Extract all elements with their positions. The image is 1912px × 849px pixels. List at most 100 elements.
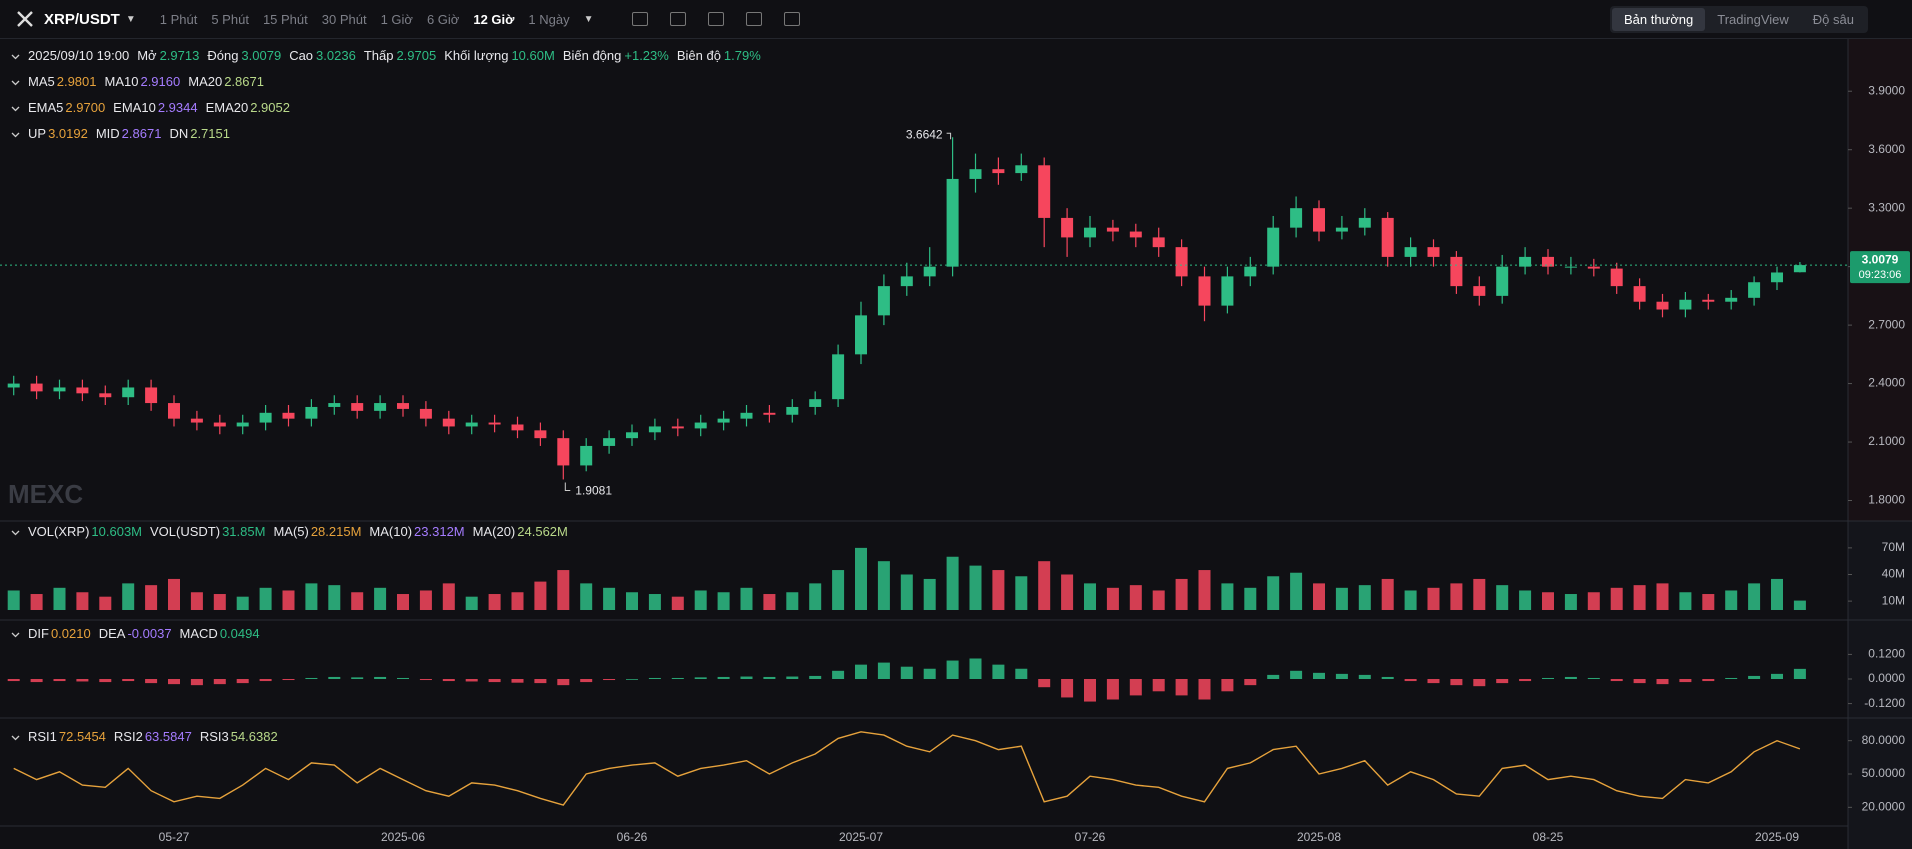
legend-row: VOL(XRP) 10.603M VOL(USDT) 31.85M MA(5) 28.21… bbox=[28, 524, 568, 539]
legend-label: DIF bbox=[28, 626, 49, 641]
legend-value: 0.0494 bbox=[220, 626, 260, 641]
macd-bar bbox=[671, 677, 684, 679]
volume-bar bbox=[122, 583, 135, 610]
macd-bar bbox=[7, 679, 20, 682]
legend-value: 23.312M bbox=[414, 524, 465, 539]
legend-label: Biên độ bbox=[677, 48, 721, 63]
macd-bar bbox=[580, 679, 593, 683]
volume-bar bbox=[1679, 592, 1692, 610]
legend-label: RSI3 bbox=[200, 729, 229, 744]
tool-icon[interactable] bbox=[631, 12, 648, 26]
view-tab[interactable]: TradingView bbox=[1717, 11, 1789, 27]
tool-icon[interactable] bbox=[669, 12, 686, 26]
macd-bar bbox=[511, 679, 524, 683]
candle-body bbox=[1450, 256, 1463, 287]
candle-body bbox=[1656, 301, 1669, 310]
volume-bar bbox=[1175, 578, 1188, 610]
volume-bar bbox=[1633, 585, 1646, 610]
candle-body bbox=[1679, 299, 1692, 310]
volume-bar bbox=[1748, 583, 1761, 610]
y-tick-label: 10M bbox=[1882, 593, 1905, 607]
volume-bar bbox=[1725, 590, 1738, 610]
volume-bar bbox=[1542, 592, 1554, 610]
interval[interactable]: 15 Phút bbox=[262, 11, 308, 27]
tool-icons bbox=[631, 12, 800, 26]
candle-body bbox=[1038, 165, 1051, 218]
candle-body bbox=[99, 393, 112, 398]
volume-bar bbox=[351, 592, 364, 610]
volume-bar bbox=[992, 570, 1005, 610]
high-pointer bbox=[946, 132, 952, 140]
legend-value: 2.9713 bbox=[160, 48, 200, 63]
candle-body bbox=[1129, 231, 1142, 238]
x-tick-label: 2025-06 bbox=[381, 830, 425, 844]
candle-body bbox=[923, 266, 936, 277]
volume-bar bbox=[7, 590, 20, 610]
symbol-caret[interactable]: ▼ bbox=[125, 13, 136, 25]
legend-value: 2.9052 bbox=[250, 100, 290, 115]
candle-body bbox=[1290, 208, 1303, 228]
macd-bar bbox=[855, 664, 867, 679]
high-annotation: 3.6642 bbox=[906, 127, 943, 141]
y-tick-label: 3.6000 bbox=[1868, 142, 1905, 156]
macd-bar bbox=[1290, 670, 1303, 679]
interval[interactable]: 1 Ngày bbox=[528, 11, 570, 27]
interval-active[interactable]: 12 Giờ bbox=[473, 11, 515, 27]
legend-label: RSI2 bbox=[114, 729, 143, 744]
candle-body bbox=[122, 387, 135, 398]
volume-bar bbox=[1015, 576, 1028, 610]
volume-bar bbox=[168, 578, 180, 610]
macd-bar bbox=[809, 675, 822, 679]
tool-icon[interactable] bbox=[745, 12, 762, 26]
candle-body bbox=[1358, 217, 1371, 228]
candle-body bbox=[442, 418, 455, 427]
candle-body bbox=[1793, 265, 1806, 273]
view-tab[interactable]: Độ sâu bbox=[1812, 11, 1854, 27]
interval-caret[interactable]: ▼ bbox=[583, 13, 594, 25]
macd-bar bbox=[1106, 679, 1119, 700]
y-tick-label: 3.9000 bbox=[1868, 83, 1905, 97]
macd-bar bbox=[1038, 679, 1051, 688]
candle-body bbox=[946, 178, 959, 267]
legend-value: 3.0079 bbox=[241, 48, 281, 63]
volume-bar bbox=[923, 578, 936, 610]
symbol[interactable]: XRP/USDT bbox=[44, 10, 120, 28]
candle-body bbox=[557, 438, 570, 466]
tool-icon[interactable] bbox=[783, 12, 800, 26]
logo bbox=[17, 11, 33, 27]
macd-bar bbox=[1221, 679, 1234, 692]
interval[interactable]: 6 Giờ bbox=[426, 11, 460, 27]
macd-bar bbox=[946, 660, 959, 679]
volume-bar bbox=[442, 583, 455, 610]
volume-bar bbox=[1267, 576, 1280, 610]
interval[interactable]: 30 Phút bbox=[321, 11, 367, 27]
volume-bar bbox=[1587, 592, 1600, 610]
candle-body bbox=[1152, 237, 1165, 248]
candle-body bbox=[419, 408, 432, 419]
volume-bar bbox=[1702, 594, 1715, 610]
volume-bar bbox=[305, 583, 318, 610]
candle-body bbox=[1061, 217, 1074, 238]
interval[interactable]: 5 Phút bbox=[211, 11, 249, 27]
x-tick-label: 07-26 bbox=[1075, 830, 1106, 844]
tool-icon[interactable] bbox=[707, 12, 724, 26]
y-tick-label: 0.0000 bbox=[1868, 671, 1905, 685]
last-price-tag bbox=[1850, 251, 1910, 284]
volume-bar bbox=[1198, 570, 1211, 610]
view-tab[interactable]: Bản thường bbox=[1611, 7, 1706, 31]
interval[interactable]: 1 Giờ bbox=[380, 11, 413, 27]
x-tick-label: 2025-09 bbox=[1755, 830, 1799, 844]
macd-bar bbox=[1404, 679, 1417, 682]
macd-bar bbox=[213, 679, 226, 685]
legend-label: VOL(XRP) bbox=[28, 524, 89, 539]
candle-body bbox=[397, 403, 409, 409]
candle-body bbox=[1175, 247, 1188, 277]
legend-label: MA10 bbox=[105, 74, 139, 89]
volume-bar bbox=[236, 596, 249, 610]
interval[interactable]: 1 Phút bbox=[159, 11, 198, 27]
candle-body bbox=[786, 406, 799, 415]
candle-body bbox=[969, 169, 982, 179]
candle-body bbox=[1084, 227, 1096, 238]
legend-row: 2025/09/10 19:00 Mở 2.9713 Đóng 3.0079 Cao 3.0… bbox=[28, 48, 761, 63]
legend-value: 24.562M bbox=[517, 524, 568, 539]
